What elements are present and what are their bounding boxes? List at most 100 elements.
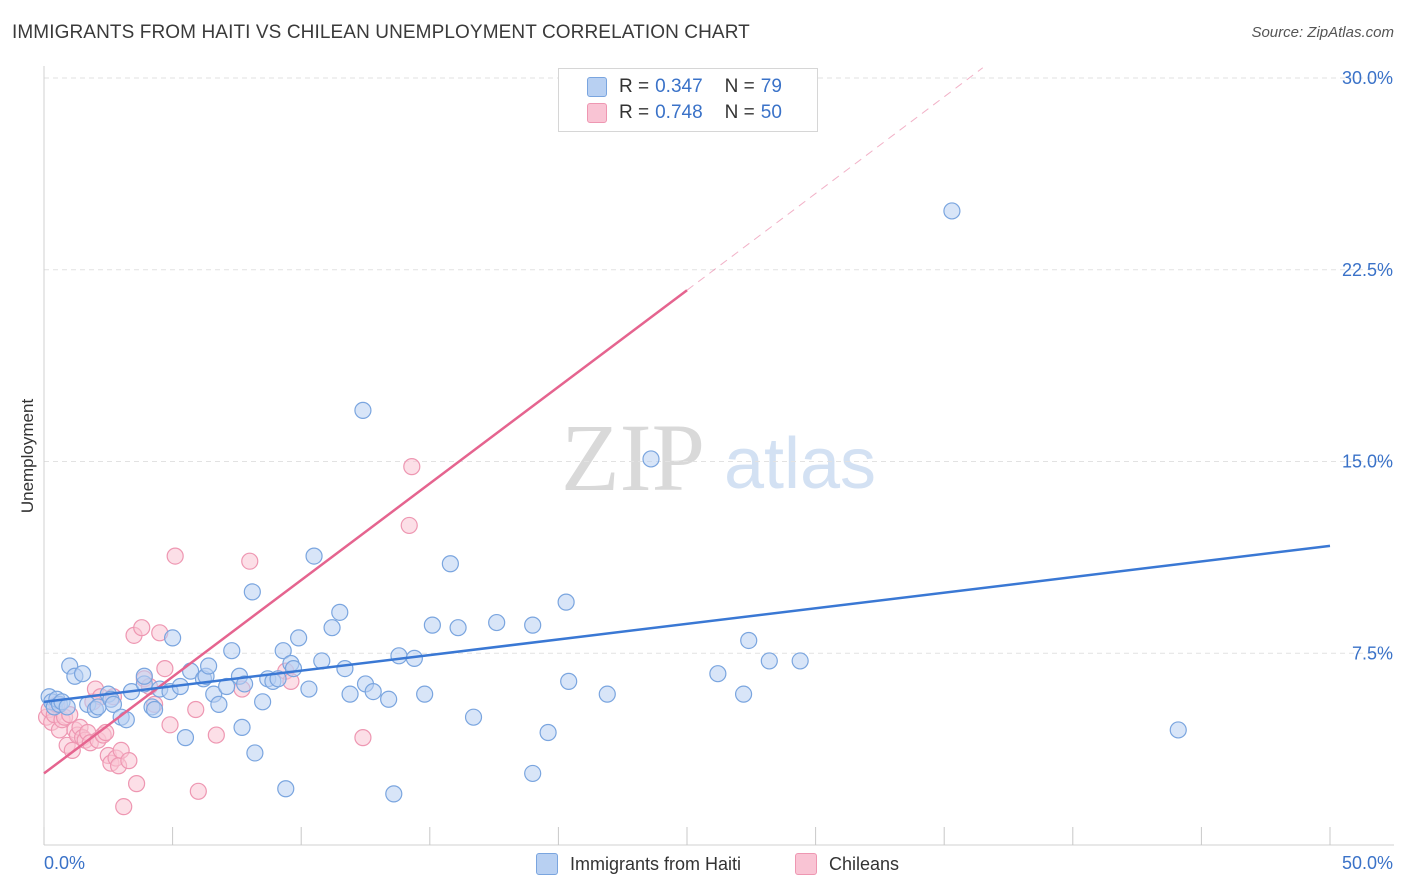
series-legend-chileans[interactable]: Chileans (795, 852, 899, 876)
legend-swatch-pink (587, 103, 607, 123)
haiti-point (524, 616, 542, 634)
chileans-points (37, 458, 421, 816)
haiti-point (246, 744, 264, 762)
series-swatch-pink (795, 853, 817, 875)
series-swatch-blue (536, 853, 558, 875)
haiti-point (449, 619, 467, 637)
series-label-chileans: Chileans (829, 853, 900, 874)
chilean-point (207, 726, 225, 744)
chilean-point (120, 752, 138, 770)
legend-swatch-blue (587, 77, 607, 97)
chilean-point (400, 516, 418, 535)
watermark-atlas: atlas (724, 424, 876, 504)
haiti-point (223, 642, 241, 660)
haiti-point (416, 685, 434, 703)
haiti-point (539, 723, 557, 742)
chilean-point (127, 775, 146, 793)
haiti-point (734, 685, 753, 703)
haiti-point (441, 555, 459, 573)
haiti-point (135, 667, 153, 685)
legend-n-label: N = (724, 102, 755, 123)
legend-n-label: N = (724, 76, 755, 97)
haiti-point (277, 780, 295, 798)
haiti-point (354, 401, 372, 419)
haiti-point (642, 450, 660, 468)
legend-row-haiti: R = 0.347 N = 79 (587, 75, 782, 99)
chart-title: IMMIGRANTS FROM HAITI VS CHILEAN UNEMPLO… (12, 22, 750, 43)
haiti-point (145, 700, 164, 719)
x-tick-label: 50.0% (1342, 853, 1393, 873)
watermark-zip: ZIP (561, 404, 705, 511)
legend-r-value: 0.748 (655, 102, 703, 123)
haiti-point (290, 629, 308, 647)
haiti-point (464, 708, 483, 726)
haiti-point (104, 695, 123, 713)
watermark: ZIP atlas (561, 404, 876, 511)
haiti-trend-line (43, 544, 1331, 704)
haiti-point (488, 613, 506, 632)
haiti-point (233, 718, 251, 736)
haiti-point (243, 583, 261, 601)
haiti-point (58, 698, 76, 716)
tick-labels: 7.5% 15.0% 22.5% 30.0% 0.0% 50.0% (44, 68, 1393, 873)
chilean-point (161, 716, 179, 734)
legend-r-value: 0.347 (655, 76, 703, 97)
chilean-point (133, 619, 151, 637)
haiti-point (274, 642, 292, 660)
haiti-point (305, 547, 323, 565)
haiti-point (557, 593, 575, 611)
haiti-point (73, 665, 92, 683)
haiti-point (943, 202, 961, 220)
y-tick-label: 15.0% (1342, 452, 1393, 472)
haiti-point (323, 619, 341, 637)
chilean-point (354, 729, 372, 747)
haiti-point (385, 785, 403, 803)
haiti-point (176, 729, 195, 747)
haiti-point (524, 764, 542, 783)
haiti-point (117, 711, 135, 729)
legend-row-chileans: R = 0.748 N = 50 (587, 101, 782, 125)
haiti-point (364, 682, 382, 701)
haiti-point (1169, 721, 1187, 739)
chilean-point (241, 552, 259, 570)
chilean-point (156, 659, 174, 678)
haiti-point (331, 603, 349, 621)
chilean-point (166, 547, 184, 565)
legend-n-value: 50 (760, 102, 782, 123)
haiti-point (380, 690, 398, 708)
chileans-trend-line (43, 289, 688, 775)
haiti-point (200, 657, 218, 675)
haiti-point (560, 672, 578, 690)
haiti-point (760, 652, 778, 670)
haiti-point (210, 695, 228, 713)
chilean-point (115, 798, 133, 816)
haiti-point (791, 652, 809, 670)
haiti-point (336, 659, 354, 678)
haiti-point (300, 680, 318, 698)
x-tick-label: 0.0% (44, 853, 85, 873)
chilean-point (189, 782, 207, 800)
haiti-point (341, 685, 359, 703)
legend-r-label: R = (619, 102, 650, 123)
y-tick-label: 30.0% (1342, 68, 1393, 88)
haiti-point (164, 629, 182, 647)
chilean-point (403, 458, 421, 476)
legend-n-value: 79 (760, 76, 782, 97)
chilean-point (187, 700, 205, 719)
haiti-point (390, 647, 408, 665)
correlation-legend: R = 0.347 N = 79 R = 0.748 N = 50 (558, 68, 818, 132)
haiti-point (740, 631, 758, 650)
haiti-point (254, 693, 272, 711)
chart-source: Source: ZipAtlas.com (1251, 24, 1394, 41)
trend-lines (43, 67, 1331, 775)
y-tick-label: 7.5% (1352, 643, 1393, 663)
y-tick-label: 22.5% (1342, 260, 1393, 280)
haiti-point (236, 675, 254, 693)
series-legend-haiti[interactable]: Immigrants from Haiti (536, 852, 741, 876)
haiti-point (598, 685, 616, 703)
haiti-point (284, 659, 303, 678)
series-label-haiti: Immigrants from Haiti (570, 853, 742, 874)
chileans-trend-extension (686, 67, 984, 291)
haiti-point (709, 665, 727, 683)
